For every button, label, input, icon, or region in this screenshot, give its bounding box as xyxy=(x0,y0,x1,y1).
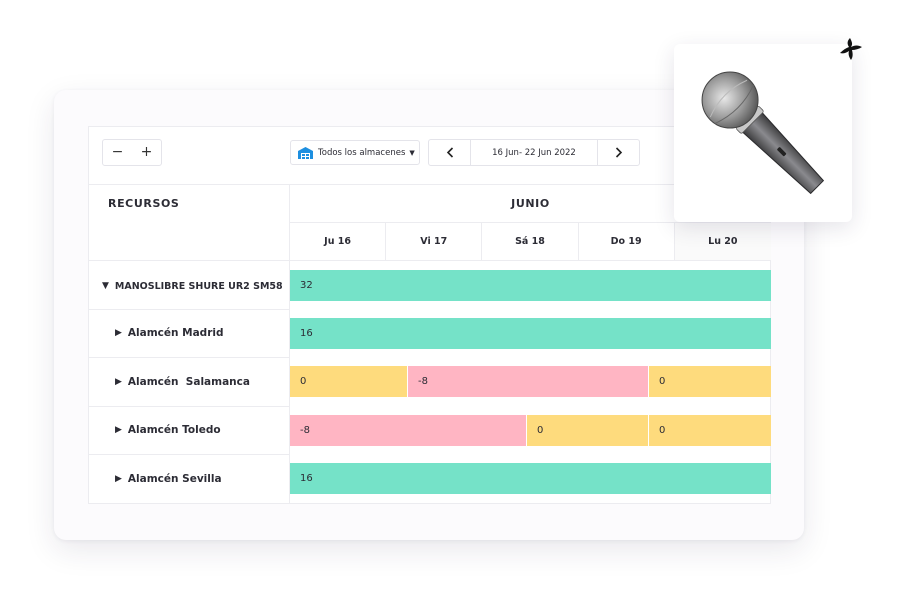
chevron-left-icon xyxy=(446,147,453,158)
prev-week-button[interactable] xyxy=(429,140,471,165)
day-header: Ju 16 xyxy=(290,223,387,260)
product-image-card xyxy=(674,44,852,222)
row-divider xyxy=(89,309,289,310)
availability-bar[interactable]: -8 xyxy=(408,366,648,397)
zoom-out-button[interactable]: − xyxy=(111,144,124,160)
resource-row-madrid[interactable]: ▶ Alamcén Madrid xyxy=(115,323,224,343)
resource-row-salamanca[interactable]: ▶ Alamcén Salamanca xyxy=(115,372,250,392)
resource-label: Alamcén Madrid xyxy=(127,327,224,339)
resource-row-product[interactable]: ▼ MANOSLIBRE SHURE UR2 SM58 xyxy=(102,276,283,296)
month-header: JUNIO xyxy=(511,196,550,210)
row-divider xyxy=(89,357,289,358)
cross-sparkle-icon xyxy=(840,38,862,60)
date-range-label[interactable]: 16 Jun- 22 Jun 2022 xyxy=(492,147,576,158)
caret-right-icon[interactable]: ▶ xyxy=(115,377,122,387)
date-navigator: 16 Jun- 22 Jun 2022 xyxy=(428,139,640,166)
header-bottom-divider xyxy=(89,260,771,261)
bar-value: -8 xyxy=(300,425,310,436)
availability-bar[interactable]: 0 xyxy=(290,366,407,397)
availability-bar[interactable]: 16 xyxy=(290,318,771,349)
resource-label: Alamcén Sevilla xyxy=(127,473,222,485)
day-header: Sá 18 xyxy=(482,223,579,260)
zoom-in-button[interactable]: + xyxy=(140,144,153,160)
warehouse-select[interactable]: Todos los almacenes ▼ xyxy=(290,140,420,165)
resource-label: Alamcén Salamanca xyxy=(127,376,250,388)
bar-value: 0 xyxy=(537,425,544,436)
resource-label: MANOSLIBRE SHURE UR2 SM58 xyxy=(114,280,283,292)
availability-bar[interactable]: 16 xyxy=(290,463,771,494)
availability-panel xyxy=(88,126,771,504)
column-divider xyxy=(289,184,290,504)
availability-bar[interactable]: 0 xyxy=(649,415,771,446)
availability-bar[interactable]: 0 xyxy=(649,366,771,397)
caret-down-icon: ▼ xyxy=(409,148,415,157)
resources-header: RECURSOS xyxy=(108,197,180,210)
bar-value: 32 xyxy=(300,280,313,291)
next-week-button[interactable] xyxy=(597,140,639,165)
warehouse-select-label: Todos los almacenes xyxy=(318,147,406,158)
caret-right-icon[interactable]: ▶ xyxy=(115,425,122,435)
month-divider xyxy=(290,222,771,223)
day-headers: Ju 16 Vi 17 Sá 18 Do 19 Lu 20 xyxy=(290,223,771,260)
resource-row-sevilla[interactable]: ▶ Alamcén Sevilla xyxy=(115,469,222,489)
availability-bar[interactable]: 32 xyxy=(290,270,771,301)
chevron-right-icon xyxy=(615,147,622,158)
day-header: Do 19 xyxy=(579,223,675,260)
caret-down-icon[interactable]: ▼ xyxy=(102,281,109,291)
bar-value: 0 xyxy=(659,376,666,387)
bar-value: 16 xyxy=(300,473,313,484)
availability-bar[interactable]: 0 xyxy=(527,415,648,446)
resource-label: Alamcén Toledo xyxy=(127,424,221,436)
caret-right-icon[interactable]: ▶ xyxy=(115,474,122,484)
day-header: Vi 17 xyxy=(386,223,483,260)
bar-value: 0 xyxy=(659,425,666,436)
bar-value: 16 xyxy=(300,328,313,339)
bar-value: -8 xyxy=(418,376,428,387)
caret-right-icon[interactable]: ▶ xyxy=(115,328,122,338)
row-divider xyxy=(89,454,289,455)
header-top-divider xyxy=(89,184,771,185)
row-divider xyxy=(89,406,289,407)
resource-row-toledo[interactable]: ▶ Alamcén Toledo xyxy=(115,420,221,440)
day-header: Lu 20 xyxy=(674,223,771,260)
availability-bar[interactable]: -8 xyxy=(290,415,526,446)
microphone-image xyxy=(701,71,825,195)
bar-value: 0 xyxy=(300,376,307,387)
warehouse-icon xyxy=(298,146,313,159)
zoom-controls: − + xyxy=(102,139,162,166)
